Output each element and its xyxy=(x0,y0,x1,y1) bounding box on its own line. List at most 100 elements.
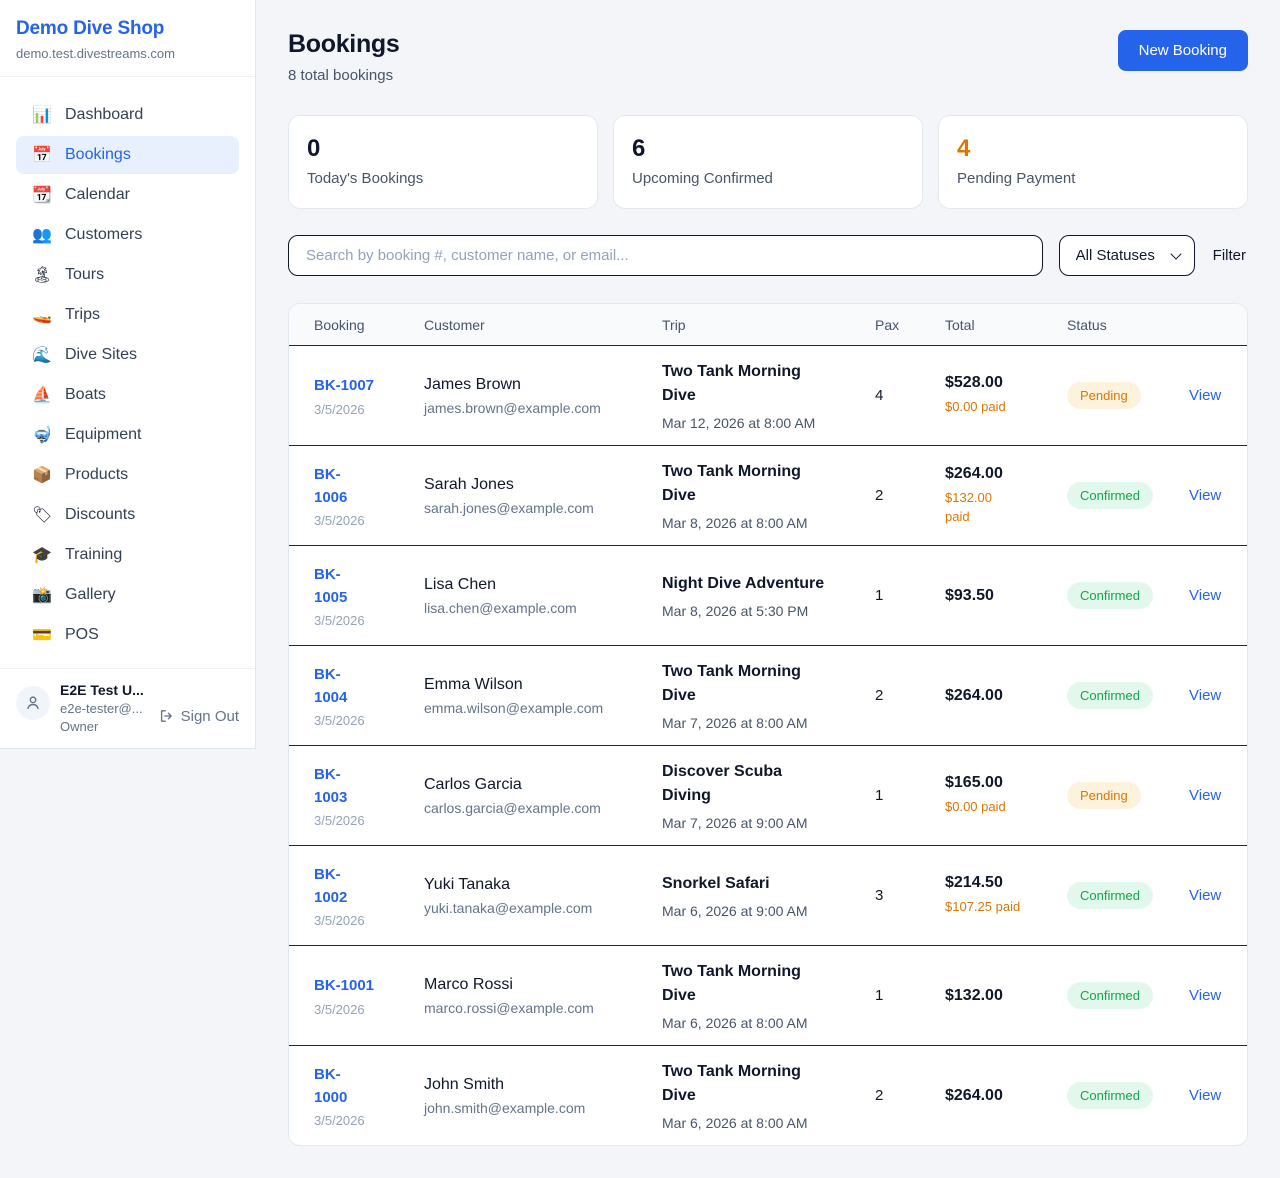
trip-name: Two Tank Morning Dive xyxy=(662,663,801,704)
status-badge: Confirmed xyxy=(1067,682,1153,709)
sidebar-item-label: Training xyxy=(65,546,123,563)
brand: Demo Dive Shop demo.test.divestreams.com xyxy=(0,0,255,77)
status-cell: Confirmed xyxy=(1067,582,1189,609)
status-filter-select[interactable]: All Statuses xyxy=(1058,235,1195,276)
trip-name: Snorkel Safari xyxy=(662,875,770,892)
view-link[interactable]: View xyxy=(1189,586,1222,604)
booking-date: 3/5/2026 xyxy=(314,1001,365,1017)
status-badge: Confirmed xyxy=(1067,982,1153,1009)
total-amount: $214.50 xyxy=(945,874,1003,892)
booking-number-link[interactable]: BK-1007 xyxy=(314,377,375,395)
sidebar-item-boats[interactable]: ⛵ Boats xyxy=(16,376,239,414)
people-icon: 👥 xyxy=(32,227,52,244)
sidebar-item-label: Bookings xyxy=(65,146,131,163)
total-amount: $264.00 xyxy=(945,1086,1003,1104)
trip-cell: Discover Scuba Diving Mar 7, 2026 at 9:0… xyxy=(662,760,875,831)
user-section: E2E Test U... e2e-tester@... Owner Sign … xyxy=(0,668,255,748)
sidebar-item-label: Trips xyxy=(65,306,100,323)
booking-number-link[interactable]: BK- 1005 xyxy=(314,565,348,606)
total-amount: $264.00 xyxy=(945,464,1003,482)
status-cell: Confirmed xyxy=(1067,882,1189,909)
sign-out-button[interactable]: Sign Out xyxy=(158,698,239,734)
table-header-row: Booking Customer Trip Pax Total Status xyxy=(289,304,1247,345)
booking-number-link[interactable]: BK-1001 xyxy=(314,977,375,995)
sidebar-item-dive-sites[interactable]: 🌊 Dive Sites xyxy=(16,336,239,374)
stat-card: 4 Pending Payment xyxy=(938,115,1248,209)
sidebar-item-label: Equipment xyxy=(65,426,142,443)
table-row: BK-1001 3/5/2026 Marco Rossi marco.rossi… xyxy=(289,945,1247,1045)
sidebar-item-bookings[interactable]: 📅 Bookings xyxy=(16,136,239,174)
customer-name: John Smith xyxy=(424,1075,505,1093)
view-link[interactable]: View xyxy=(1189,986,1222,1004)
booking-cell: BK-1007 3/5/2026 xyxy=(314,374,424,416)
booking-number-link[interactable]: BK- 1000 xyxy=(314,1065,348,1106)
sidebar-item-customers[interactable]: 👥 Customers xyxy=(16,216,239,254)
sidebar-item-pos[interactable]: 💳 POS xyxy=(16,616,239,654)
booking-cell: BK- 1004 3/5/2026 xyxy=(314,663,424,729)
view-cell: View xyxy=(1189,387,1222,405)
total-cell: $264.00 $132.00 paid xyxy=(945,465,1067,527)
customer-email: sarah.jones@example.com xyxy=(424,499,594,516)
view-link[interactable]: View xyxy=(1189,886,1222,904)
booking-number-link[interactable]: BK- 1006 xyxy=(314,465,348,506)
calendar-icon: 📅 xyxy=(32,147,52,164)
stat-card: 6 Upcoming Confirmed xyxy=(613,115,923,209)
user-role: Owner xyxy=(60,719,99,734)
total-amount: $165.00 xyxy=(945,774,1003,792)
search-input[interactable] xyxy=(288,235,1043,276)
sailboat-icon: ⛵ xyxy=(32,387,52,404)
sidebar-item-label: Customers xyxy=(65,226,143,243)
trip-cell: Night Dive Adventure Mar 8, 2026 at 5:30… xyxy=(662,572,875,619)
status-badge: Confirmed xyxy=(1067,582,1153,609)
sidebar-item-label: Dashboard xyxy=(65,106,144,123)
booking-cell: BK- 1003 3/5/2026 xyxy=(314,763,424,829)
stat-value: 0 xyxy=(307,135,321,162)
customer-cell: Carlos Garcia carlos.garcia@example.com xyxy=(424,776,662,816)
view-link[interactable]: View xyxy=(1189,686,1222,704)
sidebar-item-trips[interactable]: 🚤 Trips xyxy=(16,296,239,334)
customer-email: marco.rossi@example.com xyxy=(424,999,594,1016)
trip-cell: Snorkel Safari Mar 6, 2026 at 9:00 AM xyxy=(662,872,875,919)
sidebar-item-label: Gallery xyxy=(65,586,116,603)
column-header-pax: Pax xyxy=(875,316,900,333)
view-link[interactable]: View xyxy=(1189,1086,1222,1104)
wave-icon: 🌊 xyxy=(32,347,52,364)
sidebar-item-equipment[interactable]: 🤿 Equipment xyxy=(16,416,239,454)
filter-button[interactable]: Filter xyxy=(1211,241,1248,270)
avatar xyxy=(16,686,50,720)
sidebar-item-products[interactable]: 📦 Products xyxy=(16,456,239,494)
customer-name: James Brown xyxy=(424,375,521,393)
pax-count: 2 xyxy=(875,1087,884,1104)
speedboat-icon: 🚤 xyxy=(32,307,52,324)
sidebar-item-training[interactable]: 🎓 Training xyxy=(16,536,239,574)
booking-number-link[interactable]: BK- 1004 xyxy=(314,665,348,706)
sidebar-item-calendar[interactable]: 📆 Calendar xyxy=(16,176,239,214)
total-amount: $93.50 xyxy=(945,586,994,604)
stat-label: Pending Payment xyxy=(957,170,1076,187)
new-booking-button[interactable]: New Booking xyxy=(1117,30,1248,71)
sidebar-item-label: Tours xyxy=(65,266,105,283)
tear-off-calendar-icon: 📆 xyxy=(32,187,52,204)
view-link[interactable]: View xyxy=(1189,386,1222,404)
bar-chart-icon: 📊 xyxy=(32,107,52,124)
total-cell: $132.00 xyxy=(945,987,1067,1005)
view-link[interactable]: View xyxy=(1189,486,1222,504)
sidebar-item-dashboard[interactable]: 📊 Dashboard xyxy=(16,96,239,134)
pax-count: 1 xyxy=(875,987,884,1004)
customer-email: carlos.garcia@example.com xyxy=(424,799,601,816)
sidebar-item-discounts[interactable]: 🏷 Discounts xyxy=(16,496,239,534)
trip-datetime: Mar 12, 2026 at 8:00 AM xyxy=(662,415,816,431)
sidebar-item-tours[interactable]: 🏝 Tours xyxy=(16,256,239,294)
view-link[interactable]: View xyxy=(1189,786,1222,804)
stat-value: 6 xyxy=(632,135,646,162)
filter-bar: All Statuses Filter xyxy=(288,235,1248,276)
booking-number-link[interactable]: BK- 1003 xyxy=(314,765,348,806)
pax-count: 2 xyxy=(875,487,884,504)
sidebar-item-gallery[interactable]: 📸 Gallery xyxy=(16,576,239,614)
status-badge: Confirmed xyxy=(1067,882,1153,909)
sign-out-label: Sign Out xyxy=(180,707,239,725)
booking-cell: BK- 1002 3/5/2026 xyxy=(314,863,424,929)
status-badge: Pending xyxy=(1067,782,1141,809)
booking-number-link[interactable]: BK- 1002 xyxy=(314,865,348,906)
page-title: Bookings xyxy=(288,30,400,58)
